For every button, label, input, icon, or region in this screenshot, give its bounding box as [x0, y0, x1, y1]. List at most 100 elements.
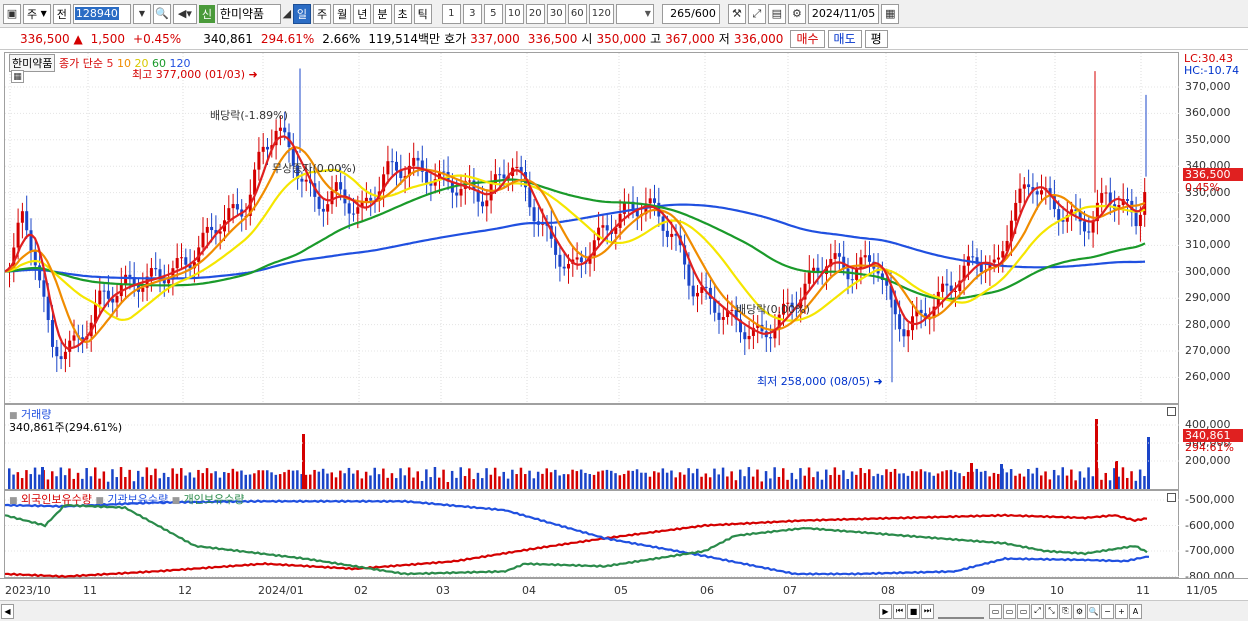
layout-1-icon[interactable]: ▭ — [989, 603, 1002, 619]
holdings-close-icon[interactable] — [1167, 493, 1176, 502]
candle-body — [356, 207, 360, 214]
plus-icon[interactable]: + — [1115, 603, 1128, 619]
rewind-icon[interactable]: ⏮ — [893, 603, 906, 619]
interval-20-button[interactable]: 20 — [525, 3, 545, 24]
candle-body — [429, 183, 433, 186]
code-dropdown-icon[interactable]: ▼ — [132, 3, 151, 24]
period-second-button[interactable]: 초 — [393, 3, 412, 24]
name-expand-icon[interactable]: ◢ — [282, 7, 292, 20]
candle-body — [807, 270, 811, 284]
candle-body — [386, 161, 390, 175]
chart-scrollbar[interactable]: ◀ ▶ ⏮ ■ ⏭ ▭ ▭ ▭ ⤢ ⤡ ⎘ ⚙ 🔍 − + A — [0, 600, 1248, 621]
holdings-pane[interactable]: ■ 외국인보유수량 ■ 기관보유수량 ■ 개인보유수량 — [4, 490, 1180, 579]
count-display[interactable]: 265/600 — [661, 3, 720, 24]
volume-bar — [696, 468, 699, 489]
window-icon[interactable]: ▣ — [3, 3, 21, 24]
stock-name-field[interactable]: 한미약품 — [216, 3, 281, 24]
candle-body — [713, 298, 717, 313]
zoom-slider[interactable] — [938, 604, 984, 619]
period-year-button[interactable]: 년 — [353, 3, 372, 24]
period-day-button[interactable]: 일 — [292, 3, 312, 24]
sell-button[interactable]: 매도 — [827, 29, 862, 48]
period-type-select[interactable]: 주 ▼ — [23, 3, 51, 24]
speaker-icon[interactable]: ◀▾ — [172, 3, 197, 24]
volume-bar — [524, 474, 527, 489]
stock-code-input[interactable]: 128940 — [72, 3, 131, 24]
volume-bar — [571, 469, 574, 489]
interval-60-button[interactable]: 60 — [567, 3, 587, 24]
stock-name-chip[interactable]: 한미약품 — [9, 54, 56, 72]
candle-body — [992, 259, 996, 263]
settings-icon[interactable]: ⚙ — [1073, 603, 1086, 619]
volume-bar — [223, 472, 226, 489]
search-icon[interactable]: 🔍 — [152, 3, 171, 24]
layout-3-icon[interactable]: ▭ — [1017, 603, 1030, 619]
volume-close-icon[interactable] — [1167, 407, 1176, 416]
save-icon[interactable]: ▤ — [767, 3, 786, 24]
scroll-right-icon[interactable]: ▶ — [879, 603, 892, 619]
volume-bar — [171, 468, 174, 489]
crosshair-icon[interactable]: ⤢ — [747, 3, 766, 24]
buy-button[interactable]: 매수 — [790, 29, 825, 48]
volume-bar — [481, 478, 484, 489]
volume-bar — [945, 470, 948, 489]
date-tick-label: 07 — [783, 584, 797, 597]
candle-body — [906, 330, 910, 337]
interval-30-button[interactable]: 30 — [546, 3, 566, 24]
table-icon[interactable]: ▦ — [11, 70, 24, 83]
interval-1-button[interactable]: 1 — [441, 3, 461, 24]
scroll-track[interactable] — [14, 604, 878, 619]
date-tick-label: 06 — [700, 584, 714, 597]
expand-icon[interactable]: ⤢ — [1031, 603, 1044, 619]
text-icon[interactable]: A — [1129, 603, 1142, 619]
volume-spike-bar — [41, 467, 44, 489]
play-icon[interactable]: ⏭ — [921, 603, 934, 619]
interval-120-button[interactable]: 120 — [588, 3, 614, 24]
tool-icon[interactable]: ⚒ — [727, 3, 746, 24]
volume-bar — [850, 471, 854, 489]
date-field[interactable]: 2024/11/05 — [807, 3, 880, 24]
gear-icon[interactable]: ⚙ — [787, 3, 806, 24]
volume-bar — [115, 477, 118, 489]
candle-body — [786, 302, 790, 304]
candle-body — [360, 202, 364, 208]
interval-3-button[interactable]: 3 — [462, 3, 482, 24]
scroll-left-icon[interactable]: ◀ — [1, 603, 14, 619]
minus-icon[interactable]: − — [1101, 603, 1114, 619]
volume-bar — [25, 470, 28, 489]
layout-2-icon[interactable]: ▭ — [1003, 603, 1016, 619]
volume-bar — [627, 470, 630, 489]
current-pct-tag: 0.45% — [1185, 181, 1220, 194]
price-ytick-label: 350,000 — [1185, 132, 1231, 146]
calendar-icon[interactable]: ▦ — [881, 3, 900, 24]
interval-10-button[interactable]: 10 — [504, 3, 524, 24]
price-pane[interactable]: 한미약품 종가 단순 5 10 20 60 120 ▦ 최고 377,000 (… — [4, 52, 1180, 405]
period-tick-button[interactable]: 틱 — [413, 3, 432, 24]
candle-body — [12, 247, 16, 271]
volume-bar — [20, 478, 24, 489]
holdings-legend: ■ 외국인보유수량 ■ 기관보유수량 ■ 개인보유수량 — [9, 493, 245, 506]
volume-bar — [859, 467, 862, 489]
volume-bar — [1070, 469, 1073, 489]
period-minute-button[interactable]: 분 — [373, 3, 392, 24]
prev-button[interactable]: 전 — [52, 3, 71, 24]
zoom-search-icon[interactable]: 🔍 — [1087, 603, 1100, 619]
volume-value: 340,861 — [203, 31, 253, 46]
volume-bar — [868, 469, 871, 489]
interval-dropdown[interactable]: ▼ — [615, 3, 654, 24]
volume-bar — [515, 474, 518, 489]
interval-5-button[interactable]: 5 — [483, 3, 503, 24]
eval-button[interactable]: 평 — [864, 29, 888, 48]
candle-body — [154, 268, 158, 270]
volume-pane[interactable]: ■ 거래량 340,861주(294.61%) — [4, 404, 1180, 490]
volume-bar — [984, 470, 987, 489]
candle-body — [717, 312, 721, 320]
candle-body — [782, 303, 785, 315]
candle-body — [825, 266, 828, 275]
stop-icon[interactable]: ■ — [907, 603, 920, 619]
period-month-button[interactable]: 월 — [333, 3, 352, 24]
copy-icon[interactable]: ⎘ — [1059, 603, 1072, 619]
volume-bar — [962, 476, 966, 489]
period-week-button[interactable]: 주 — [313, 3, 332, 24]
shrink-icon[interactable]: ⤡ — [1045, 603, 1058, 619]
